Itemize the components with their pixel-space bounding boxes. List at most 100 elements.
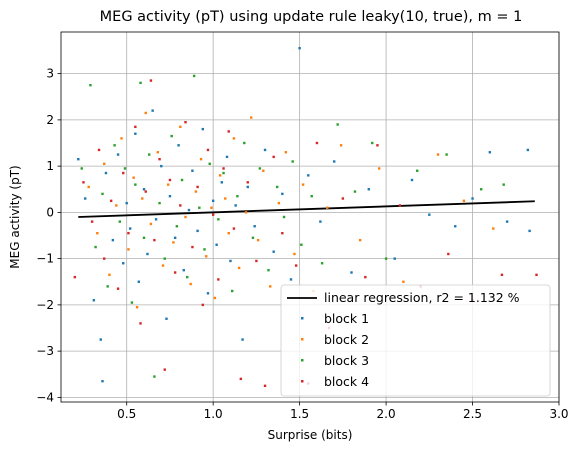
point-block-3: [163, 257, 166, 260]
point-block-1: [234, 204, 237, 207]
point-block-1: [220, 181, 224, 184]
point-block-4: [196, 185, 199, 189]
point-block-1: [165, 317, 168, 320]
point-block-3: [371, 141, 374, 145]
point-block-4: [281, 231, 284, 235]
point-block-4: [97, 148, 101, 152]
point-block-1: [92, 299, 96, 302]
point-block-2: [256, 238, 260, 242]
x-tick-label: 0.5: [117, 407, 136, 421]
point-block-1: [99, 338, 102, 341]
point-block-3: [192, 74, 196, 78]
point-block-2: [205, 255, 208, 258]
point-block-4: [90, 220, 94, 223]
point-block-4: [103, 257, 106, 260]
point-block-1: [526, 148, 530, 152]
point-block-3: [384, 257, 388, 260]
point-block-2: [326, 206, 329, 209]
point-block-3: [445, 153, 448, 156]
point-block-2: [127, 248, 130, 251]
point-block-1: [428, 213, 431, 216]
point-block-2: [244, 211, 248, 214]
point-block-1: [253, 225, 256, 228]
point-block-4: [535, 273, 538, 277]
point-block-4: [153, 238, 156, 242]
point-block-3: [502, 183, 505, 186]
point-block-2: [250, 116, 253, 119]
legend-box: [280, 284, 551, 397]
point-block-3: [180, 178, 184, 182]
point-block-4: [163, 368, 166, 371]
point-block-1: [211, 199, 215, 203]
point-block-3: [267, 268, 270, 272]
point-block-2: [284, 151, 287, 154]
point-block-2: [135, 305, 139, 309]
point-block-3: [170, 134, 173, 138]
point-block-4: [201, 303, 204, 307]
point-block-2: [210, 206, 213, 209]
point-block-2: [269, 285, 272, 288]
point-block-2: [189, 282, 192, 286]
point-block-4: [73, 275, 77, 279]
point-block-3: [416, 169, 419, 172]
point-block-1: [182, 268, 185, 272]
x-tick-label: 2.5: [463, 407, 482, 421]
point-block-1: [333, 160, 336, 163]
point-block-4: [127, 231, 130, 235]
point-block-3: [130, 301, 134, 304]
legend-label-block-3: block 3: [324, 353, 369, 368]
point-block-3: [353, 190, 357, 193]
point-block-2: [172, 241, 175, 244]
point-block-2: [120, 137, 123, 140]
point-block-1: [241, 338, 244, 341]
point-block-3: [300, 243, 303, 246]
point-block-3: [198, 206, 201, 209]
ticks: 0.5 1.0 1.5 2.0 2.5 3.0 −4 −3 −2 −1 0 1 2 3: [36, 67, 568, 421]
point-block-3: [217, 218, 220, 221]
point-block-1: [488, 151, 492, 154]
point-block-1: [225, 155, 229, 159]
y-tick-label: 2: [46, 113, 54, 127]
point-block-1: [101, 379, 104, 383]
legend-label-regression: linear regression, r2 = 1.132 %: [324, 290, 520, 305]
point-block-1: [154, 218, 158, 221]
point-block-4: [447, 252, 450, 256]
point-block-2: [213, 296, 217, 300]
point-block-3: [310, 194, 313, 198]
point-block-3: [230, 289, 234, 293]
point-block-3: [479, 188, 483, 191]
point-block-4: [398, 204, 402, 207]
point-block-3: [291, 160, 294, 163]
regression-line: [78, 200, 535, 218]
point-block-1: [454, 225, 457, 228]
point-block-4: [206, 148, 210, 152]
point-block-1: [196, 229, 199, 233]
point-block-4: [109, 199, 113, 203]
point-block-2: [339, 144, 343, 147]
point-block-3: [158, 201, 161, 205]
point-block-1: [393, 257, 396, 260]
point-block-3: [258, 167, 262, 170]
point-block-4: [211, 213, 215, 216]
point-block-1: [319, 220, 322, 223]
point-block-2: [224, 197, 227, 200]
chart-title: MEG activity (pT) using update rule leak…: [100, 9, 523, 25]
point-block-1: [160, 164, 163, 168]
point-block-2: [199, 157, 203, 161]
point-block-4: [341, 197, 345, 200]
point-block-1: [307, 174, 310, 177]
point-block-4: [122, 171, 125, 175]
point-block-1: [350, 271, 353, 274]
point-block-2: [232, 137, 236, 140]
y-tick-label: 0: [46, 205, 54, 219]
point-block-4: [263, 384, 267, 388]
point-block-1: [201, 127, 204, 131]
point-block-2: [436, 153, 440, 156]
y-tick-label: −1: [36, 252, 54, 266]
legend-label-block-1: block 1: [324, 311, 369, 326]
point-block-1: [137, 280, 141, 283]
legend-label-block-4: block 4: [324, 374, 369, 389]
point-block-3: [236, 194, 239, 198]
point-block-1: [168, 194, 172, 198]
point-block-2: [161, 264, 165, 267]
